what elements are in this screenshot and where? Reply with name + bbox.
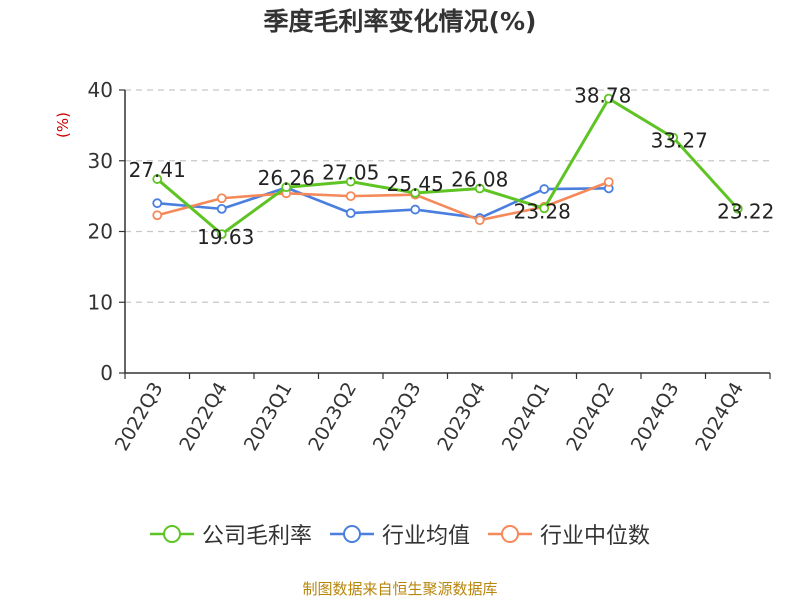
data-point-2 bbox=[603, 177, 614, 187]
data-point-1 bbox=[216, 203, 227, 214]
x-tick-label: 2023Q1 bbox=[240, 379, 297, 455]
y-tick-label: 30 bbox=[88, 149, 113, 173]
x-tick-label: 2024Q2 bbox=[562, 379, 619, 455]
data-point-2 bbox=[216, 193, 227, 204]
data-label: 23.22 bbox=[717, 200, 774, 224]
x-tick-label: 2023Q3 bbox=[369, 379, 426, 455]
data-point-0 bbox=[410, 188, 421, 198]
y-tick-label: 20 bbox=[88, 220, 113, 244]
x-tick-label: 2022Q3 bbox=[111, 379, 168, 455]
data-label: 25.45 bbox=[387, 172, 444, 196]
legend-label-industry-avg: 行业均值 bbox=[381, 524, 470, 549]
series-line-2 bbox=[156, 180, 610, 222]
data-label: 27.41 bbox=[129, 158, 186, 182]
y-tick-label: 0 bbox=[100, 361, 113, 385]
legend-marker-industry-avg bbox=[329, 525, 374, 543]
source-note: 制图数据来自恒生聚源数据库 bbox=[302, 580, 498, 598]
x-tick-label: 2024Q1 bbox=[498, 379, 555, 455]
grid-lines bbox=[125, 89, 770, 303]
data-label: 26.26 bbox=[258, 166, 315, 190]
legend-item-company[interactable]: 公司毛利率 bbox=[149, 518, 312, 550]
x-tick-label: 2023Q4 bbox=[433, 379, 490, 455]
data-point-0 bbox=[539, 203, 550, 214]
data-point-1 bbox=[410, 204, 421, 215]
data-point-0 bbox=[474, 183, 485, 194]
y-axis-label: (%) bbox=[54, 112, 72, 138]
data-point-1 bbox=[345, 208, 356, 219]
legend-label-industry-median: 行业中位数 bbox=[540, 524, 651, 549]
series-line-1 bbox=[157, 186, 609, 220]
data-point-2 bbox=[474, 215, 485, 226]
legend: 公司毛利率 行业均值 行业中位数 bbox=[0, 518, 800, 550]
legend-marker-company bbox=[149, 525, 194, 543]
data-label: 27.05 bbox=[322, 161, 379, 185]
x-tick-label: 2024Q3 bbox=[627, 379, 684, 455]
series-line-0 bbox=[156, 97, 739, 236]
data-point-0 bbox=[216, 229, 227, 240]
x-tick-label: 2022Q4 bbox=[175, 379, 232, 455]
y-tick-label: 10 bbox=[88, 290, 113, 314]
data-point-2 bbox=[152, 210, 163, 221]
y-tick-label: 40 bbox=[88, 78, 113, 102]
data-point-0 bbox=[603, 93, 614, 104]
data-point-0 bbox=[732, 203, 743, 214]
legend-marker-industry-median bbox=[488, 525, 532, 543]
chart-title: 季度毛利率变化情况(%) bbox=[263, 7, 537, 36]
legend-item-industry-avg[interactable]: 行业均值 bbox=[329, 518, 470, 550]
data-label: 19.63 bbox=[197, 225, 254, 249]
data-point-1 bbox=[152, 198, 163, 209]
x-tick-label: 2023Q2 bbox=[304, 379, 361, 455]
data-label: 38.78 bbox=[574, 84, 631, 108]
data-point-0 bbox=[668, 132, 679, 143]
legend-label-company: 公司毛利率 bbox=[201, 524, 312, 549]
x-tick-label: 2024Q4 bbox=[691, 379, 748, 455]
data-point-0 bbox=[281, 182, 292, 193]
data-point-1 bbox=[539, 184, 550, 194]
data-point-2 bbox=[345, 191, 356, 202]
data-label: 33.27 bbox=[651, 129, 708, 153]
data-label: 26.08 bbox=[451, 167, 508, 191]
data-point-0 bbox=[152, 174, 163, 184]
data-label: 23.28 bbox=[514, 199, 571, 223]
legend-item-industry-median[interactable]: 行业中位数 bbox=[488, 518, 650, 550]
data-point-0 bbox=[345, 176, 356, 187]
series-lines bbox=[152, 93, 743, 240]
